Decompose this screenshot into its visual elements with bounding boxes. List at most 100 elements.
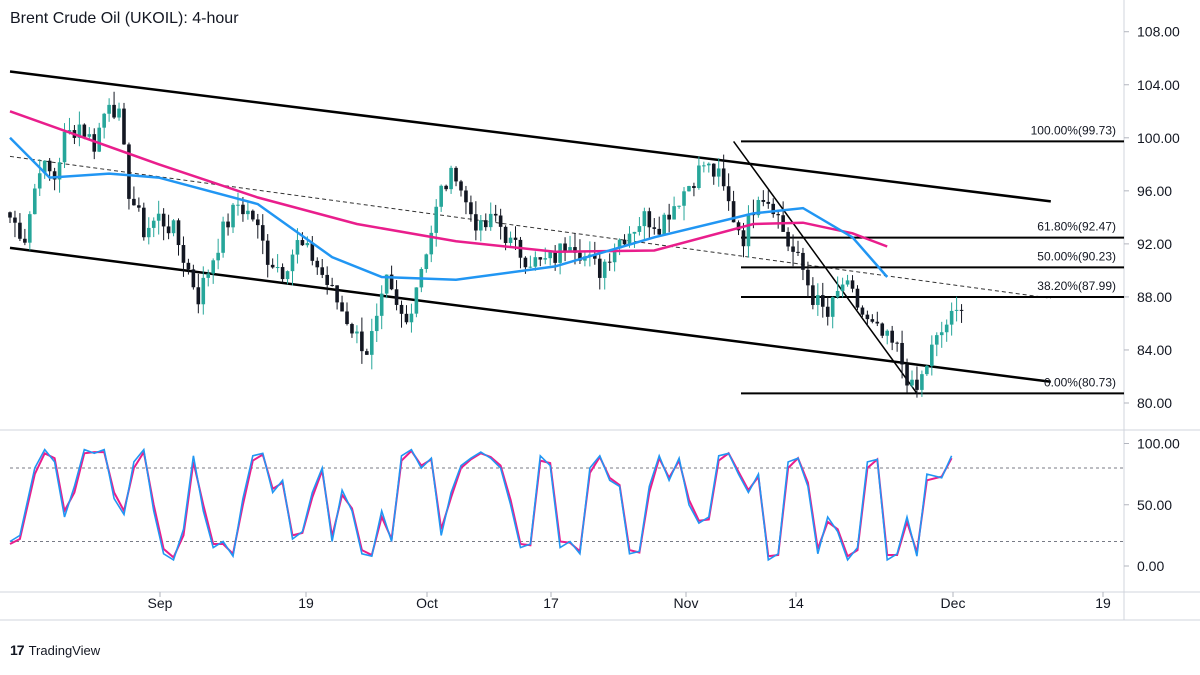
sma-fast-line[interactable] <box>9 136 889 281</box>
candle-body <box>166 226 171 234</box>
candle-body <box>865 314 870 320</box>
candle-body <box>761 199 766 202</box>
stoch-k-line[interactable] <box>9 447 953 562</box>
candle-body <box>394 289 399 305</box>
candle-body <box>915 379 919 390</box>
candle-body <box>464 190 468 203</box>
candle-body <box>706 163 711 166</box>
candle-body <box>28 214 32 243</box>
candle-body <box>236 204 240 206</box>
fib-level-label: 50.00%(90.23) <box>1037 249 1116 263</box>
candle-body <box>231 204 235 228</box>
candle-body <box>206 273 211 278</box>
candle-body <box>483 220 488 228</box>
time-tick-label: Nov <box>674 595 699 611</box>
candle-body <box>682 191 686 206</box>
candle-body <box>677 205 681 207</box>
candle-body <box>474 214 478 231</box>
candle-body <box>325 274 329 285</box>
candle-body <box>642 211 647 227</box>
candle-body <box>662 214 666 235</box>
candle-body <box>399 304 404 314</box>
candle-body <box>196 287 201 305</box>
candle-body <box>746 213 751 247</box>
osc-tick-label: 0.00 <box>1137 558 1164 574</box>
candle-body <box>107 104 111 114</box>
candle-body <box>776 214 780 216</box>
candle-body <box>345 311 349 325</box>
candle-body <box>13 217 17 223</box>
tradingview-brand[interactable]: 17 TradingView <box>10 642 100 658</box>
candle-body <box>270 264 275 268</box>
candle-body <box>275 267 280 269</box>
candle-body <box>18 222 22 239</box>
candle-body <box>459 181 463 191</box>
candle-body <box>92 134 97 152</box>
candle-body <box>171 220 176 234</box>
candle-body <box>424 254 429 270</box>
candle-body <box>672 206 676 220</box>
candle-body <box>578 252 582 261</box>
candle-body <box>181 245 186 263</box>
price-tick-label: 92.00 <box>1137 236 1172 252</box>
candle-body <box>365 351 369 355</box>
candle-body <box>820 295 825 307</box>
candle-body <box>870 319 875 322</box>
candle-body <box>151 220 156 228</box>
candle-body <box>47 160 52 172</box>
candle-body <box>82 124 87 137</box>
candle-body <box>241 204 245 215</box>
candle-body <box>930 344 934 366</box>
channel-upper-line[interactable] <box>9 70 1051 203</box>
candle-body <box>201 277 206 305</box>
candle-body <box>667 214 671 220</box>
candle-body <box>920 374 924 390</box>
candle-body <box>597 258 602 278</box>
candle-body <box>260 225 265 241</box>
candle-body <box>112 104 116 118</box>
candle-body <box>176 220 181 246</box>
candle-body <box>528 266 533 268</box>
candle-body <box>384 274 389 294</box>
candle-body <box>122 108 126 145</box>
candle-body <box>771 203 776 215</box>
candle-body <box>290 254 295 272</box>
candle-body <box>117 108 121 118</box>
channel-midline[interactable] <box>9 155 1051 299</box>
candle-body <box>607 261 612 263</box>
candle-body <box>702 165 706 167</box>
candle-body <box>42 160 47 174</box>
candle-body <box>558 243 562 263</box>
candle-body <box>593 254 597 259</box>
candle-body <box>355 331 359 334</box>
candle-body <box>900 342 904 365</box>
candle-body <box>647 211 652 228</box>
candle-body <box>320 267 325 275</box>
candle-body <box>102 113 106 128</box>
candle-body <box>855 288 860 308</box>
candle-body <box>142 207 146 238</box>
stoch-d-line[interactable] <box>9 449 953 560</box>
candle-body <box>295 240 300 255</box>
candle-body <box>548 251 553 259</box>
candle-body <box>409 313 414 323</box>
candle-body <box>816 295 820 305</box>
candle-body <box>895 342 899 344</box>
candle-body <box>573 247 577 253</box>
time-tick-label: 19 <box>298 595 314 611</box>
time-tick-label: 19 <box>1095 595 1111 611</box>
candle-body <box>840 284 845 291</box>
sma-slow-line[interactable] <box>9 110 888 254</box>
candle-body <box>146 227 151 238</box>
candle-body <box>637 226 642 232</box>
candle-body <box>944 324 949 333</box>
time-tick-label: Dec <box>941 595 966 611</box>
candle-body <box>885 330 890 336</box>
candle-body <box>538 257 543 260</box>
candle-body <box>934 335 939 345</box>
candle-body <box>563 243 567 251</box>
candle-body <box>493 213 498 216</box>
candle-body <box>379 293 384 316</box>
candle-body <box>806 269 810 286</box>
